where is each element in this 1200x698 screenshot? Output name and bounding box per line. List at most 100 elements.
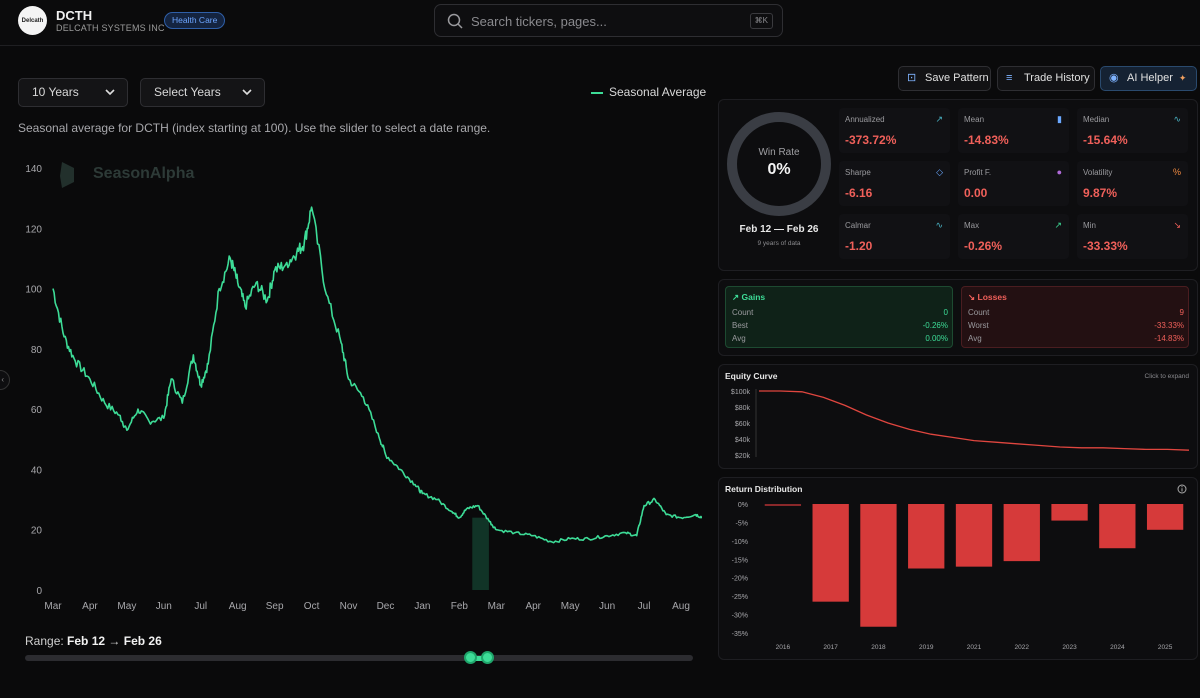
- metric-label: Min: [1083, 221, 1096, 230]
- x-tick-label: Jul: [638, 601, 651, 612]
- losses-card: ↘ Losses Count 9 Worst -33.33% Avg -14.83%: [961, 286, 1189, 348]
- years-of-data: 9 years of data: [757, 240, 801, 247]
- dist-y-tick: -10%: [732, 539, 748, 546]
- gains-best: -0.26%: [922, 321, 948, 330]
- equity-curve-panel[interactable]: Equity Curve Click to expand $100k $80k $6…: [718, 364, 1198, 469]
- watermark-logo-icon: [60, 162, 74, 188]
- metric-icon: ↘: [1173, 220, 1181, 230]
- metric-value: 0.00: [964, 186, 988, 200]
- metric-icon: ∿: [935, 220, 943, 230]
- save-pattern-label: Save Pattern: [925, 72, 989, 84]
- metric-label: Mean: [964, 115, 985, 124]
- win-rate-value: 0%: [767, 161, 791, 178]
- period-select[interactable]: 10 Years: [18, 78, 128, 107]
- years-select-value: Select Years: [154, 85, 221, 99]
- gains-count-row: Count 0: [732, 308, 948, 317]
- metric-value: -15.64%: [1083, 133, 1128, 147]
- metric-icon: ∿: [1173, 114, 1181, 124]
- x-tick-label: Jun: [599, 601, 615, 612]
- legend-label: Seasonal Average: [609, 85, 707, 99]
- metric-min: Min -33.33% ↘: [1077, 214, 1188, 259]
- x-tick-label: Oct: [304, 601, 320, 612]
- ticker-symbol: DCTH: [56, 8, 93, 23]
- trade-history-label: Trade History: [1024, 72, 1090, 84]
- gains-avg-label: Avg: [732, 334, 746, 343]
- metric-annualized: Annualized -373.72% ↗: [839, 108, 950, 153]
- losses-count-row: Count 9: [968, 308, 1184, 317]
- range-slider-selection: [470, 656, 488, 661]
- ai-helper-button[interactable]: ◉ AI Helper ✦: [1100, 66, 1197, 91]
- chart-legend: Seasonal Average: [591, 85, 706, 99]
- trend-down-icon: ↘: [968, 292, 976, 302]
- chevron-down-icon: [105, 89, 115, 96]
- expand-hint[interactable]: Click to expand: [1144, 373, 1189, 380]
- collapse-handle[interactable]: ‹: [0, 370, 10, 390]
- selected-range-band: [472, 517, 489, 590]
- stats-panel: Win Rate 0% Feb 12 — Feb 26 9 years of d…: [718, 99, 1198, 271]
- win-rate-ring: [727, 112, 831, 216]
- years-select[interactable]: Select Years: [140, 78, 265, 107]
- dist-bar: [1051, 504, 1088, 521]
- metric-value: -373.72%: [845, 133, 897, 147]
- y-tick-label: 120: [25, 224, 42, 235]
- dist-x-tick: 2023: [1062, 644, 1077, 651]
- gains-avg: 0.00%: [925, 334, 948, 343]
- equity-y-tick: $40k: [735, 437, 751, 444]
- gains-count: 0: [943, 308, 948, 317]
- info-icon[interactable]: [1177, 484, 1187, 494]
- gains-title: ↗ Gains: [732, 292, 765, 303]
- range-slider-end-handle[interactable]: [481, 651, 494, 664]
- search-box[interactable]: ⌘K: [434, 4, 783, 37]
- metric-value: 9.87%: [1083, 186, 1118, 200]
- metric-max: Max -0.26% ↗: [958, 214, 1069, 259]
- x-tick-label: Aug: [672, 601, 690, 612]
- dist-x-tick: 2024: [1110, 644, 1125, 651]
- metric-label: Sharpe: [845, 168, 871, 177]
- equity-y-tick: $100k: [731, 389, 751, 396]
- top-header: Delcath DCTH DELCATH SYSTEMS INC Health …: [0, 0, 1200, 46]
- gains-title-text: Gains: [741, 292, 766, 302]
- trend-up-icon: ↗: [732, 292, 740, 302]
- save-pattern-button[interactable]: ⊡ Save Pattern: [898, 66, 991, 91]
- ai-helper-label: AI Helper: [1127, 72, 1173, 84]
- dist-bar: [1099, 504, 1136, 549]
- y-tick-label: 0: [36, 586, 42, 597]
- dist-bar: [1003, 504, 1040, 562]
- dist-bar: [1146, 504, 1184, 530]
- losses-avg-row: Avg -14.83%: [968, 334, 1184, 343]
- metric-label: Profit F.: [964, 168, 992, 177]
- trade-history-button[interactable]: ≡ Trade History: [997, 66, 1095, 91]
- chevron-down-icon: [242, 89, 252, 96]
- losses-count-label: Count: [968, 308, 990, 317]
- y-tick-label: 80: [31, 345, 43, 356]
- list-icon: ≡: [1006, 72, 1013, 84]
- search-input[interactable]: [471, 11, 741, 31]
- seasonal-chart: SeasonAlpha 0 20 40 60 80 100 120 140 Mar Apr May J…: [25, 162, 702, 612]
- x-tick-label: Dec: [377, 601, 395, 612]
- dist-y-tick: -5%: [736, 520, 748, 527]
- metric-volatility: Volatility 9.87%%: [1077, 161, 1188, 206]
- x-tick-label: Apr: [525, 601, 541, 612]
- dist-x-tick: 2018: [871, 644, 886, 651]
- chart-caption: Seasonal average for DCTH (index startin…: [18, 121, 491, 135]
- losses-worst: -33.33%: [1154, 321, 1184, 330]
- losses-worst-label: Worst: [968, 321, 989, 330]
- dist-x-tick: 2017: [823, 644, 838, 651]
- x-tick-label: Sep: [266, 601, 284, 612]
- x-tick-label: Feb: [451, 601, 469, 612]
- dist-x-tick: 2019: [919, 644, 934, 651]
- dist-x-tick: 2025: [1158, 644, 1173, 651]
- range-start: Feb 12: [67, 634, 106, 648]
- metric-icon: ▮: [1057, 114, 1062, 124]
- sector-badge[interactable]: Health Care: [164, 12, 226, 29]
- metric-profit-f: Profit F. 0.00 ●: [958, 161, 1069, 206]
- metric-sharpe: Sharpe -6.16 ◇: [839, 161, 950, 206]
- company-name: DELCATH SYSTEMS INC: [56, 23, 165, 33]
- range-slider-start-handle[interactable]: [464, 651, 477, 664]
- range-slider-track[interactable]: [25, 655, 693, 661]
- range-arrow: →: [108, 634, 121, 648]
- win-rate-track: [727, 112, 831, 216]
- equity-y-tick: $80k: [735, 405, 751, 412]
- dist-x-tick: 2016: [776, 644, 791, 651]
- metric-icon: ●: [1056, 167, 1062, 177]
